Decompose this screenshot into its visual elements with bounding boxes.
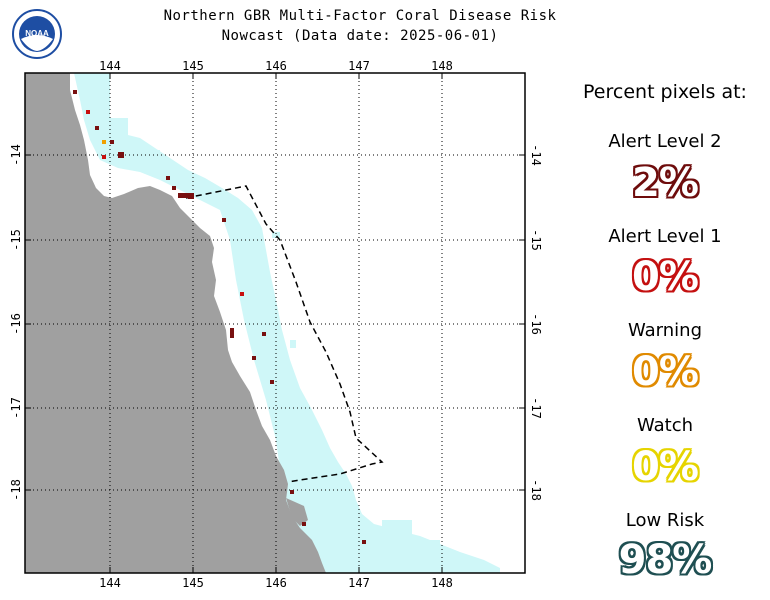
lat-lon-grid [25,73,525,573]
lon-label-bottom-4: 147 [348,576,370,590]
lat-label-left-5: -18 [9,479,23,501]
legend-label-low-risk: Low Risk [625,510,705,531]
lat-label-left-1: -14 [9,144,23,166]
legend-label-alert1: Alert Level 1 [608,226,722,247]
lon-label-bottom-1: 144 [99,576,121,590]
alert-level-1-pixels [86,110,244,296]
lon-label-bottom-2: 145 [182,576,204,590]
legend-value-low-risk: 98% [618,537,713,583]
lon-label-top-4: 147 [348,59,370,73]
legend-value-watch: 0% [632,444,699,490]
legend-value-warning: 0% [632,349,699,395]
legend-value-alert1: 0% [632,254,699,300]
tick-marks [25,73,525,573]
lon-label-bottom-5: 148 [431,576,453,590]
low-risk-reef-area [74,73,500,573]
lat-label-right-2: -15 [529,229,543,251]
lon-label-top-3: 146 [265,59,287,73]
legend-label-alert2: Alert Level 2 [608,131,722,152]
island [286,498,308,526]
lat-label-right-1: -14 [529,144,543,166]
lon-label-top-1: 144 [99,59,121,73]
zone-boundary [185,185,384,483]
lat-label-left-4: -17 [9,397,23,419]
lat-label-right-3: -16 [529,313,543,335]
legend-label-warning: Warning [627,320,702,341]
legend-value-alert2: 2% [632,160,699,206]
map-title: Northern GBR Multi-Factor Coral Disease … [163,8,557,24]
lon-label-top-5: 148 [431,59,453,73]
land-area [25,73,326,573]
lat-label-left-3: -16 [9,313,23,335]
lat-label-left-2: -15 [9,229,23,251]
noaa-logo-icon: NOAA [12,9,62,59]
warning-pixels [102,140,106,144]
lon-label-bottom-3: 146 [265,576,287,590]
legend-label-watch: Watch [636,415,694,436]
map-frame [24,72,526,574]
lat-label-right-4: -17 [529,397,543,419]
risk-map: 144 145 146 147 148 144 145 146 147 148 … [9,59,543,590]
logo-text: NOAA [25,29,49,38]
legend-heading: Percent pixels at: [583,81,747,103]
alert-level-2-pixels [73,90,366,544]
map-subtitle: Nowcast (Data date: 2025-06-01) [221,28,499,44]
lon-label-top-2: 145 [182,59,204,73]
lat-label-right-5: -18 [529,479,543,501]
